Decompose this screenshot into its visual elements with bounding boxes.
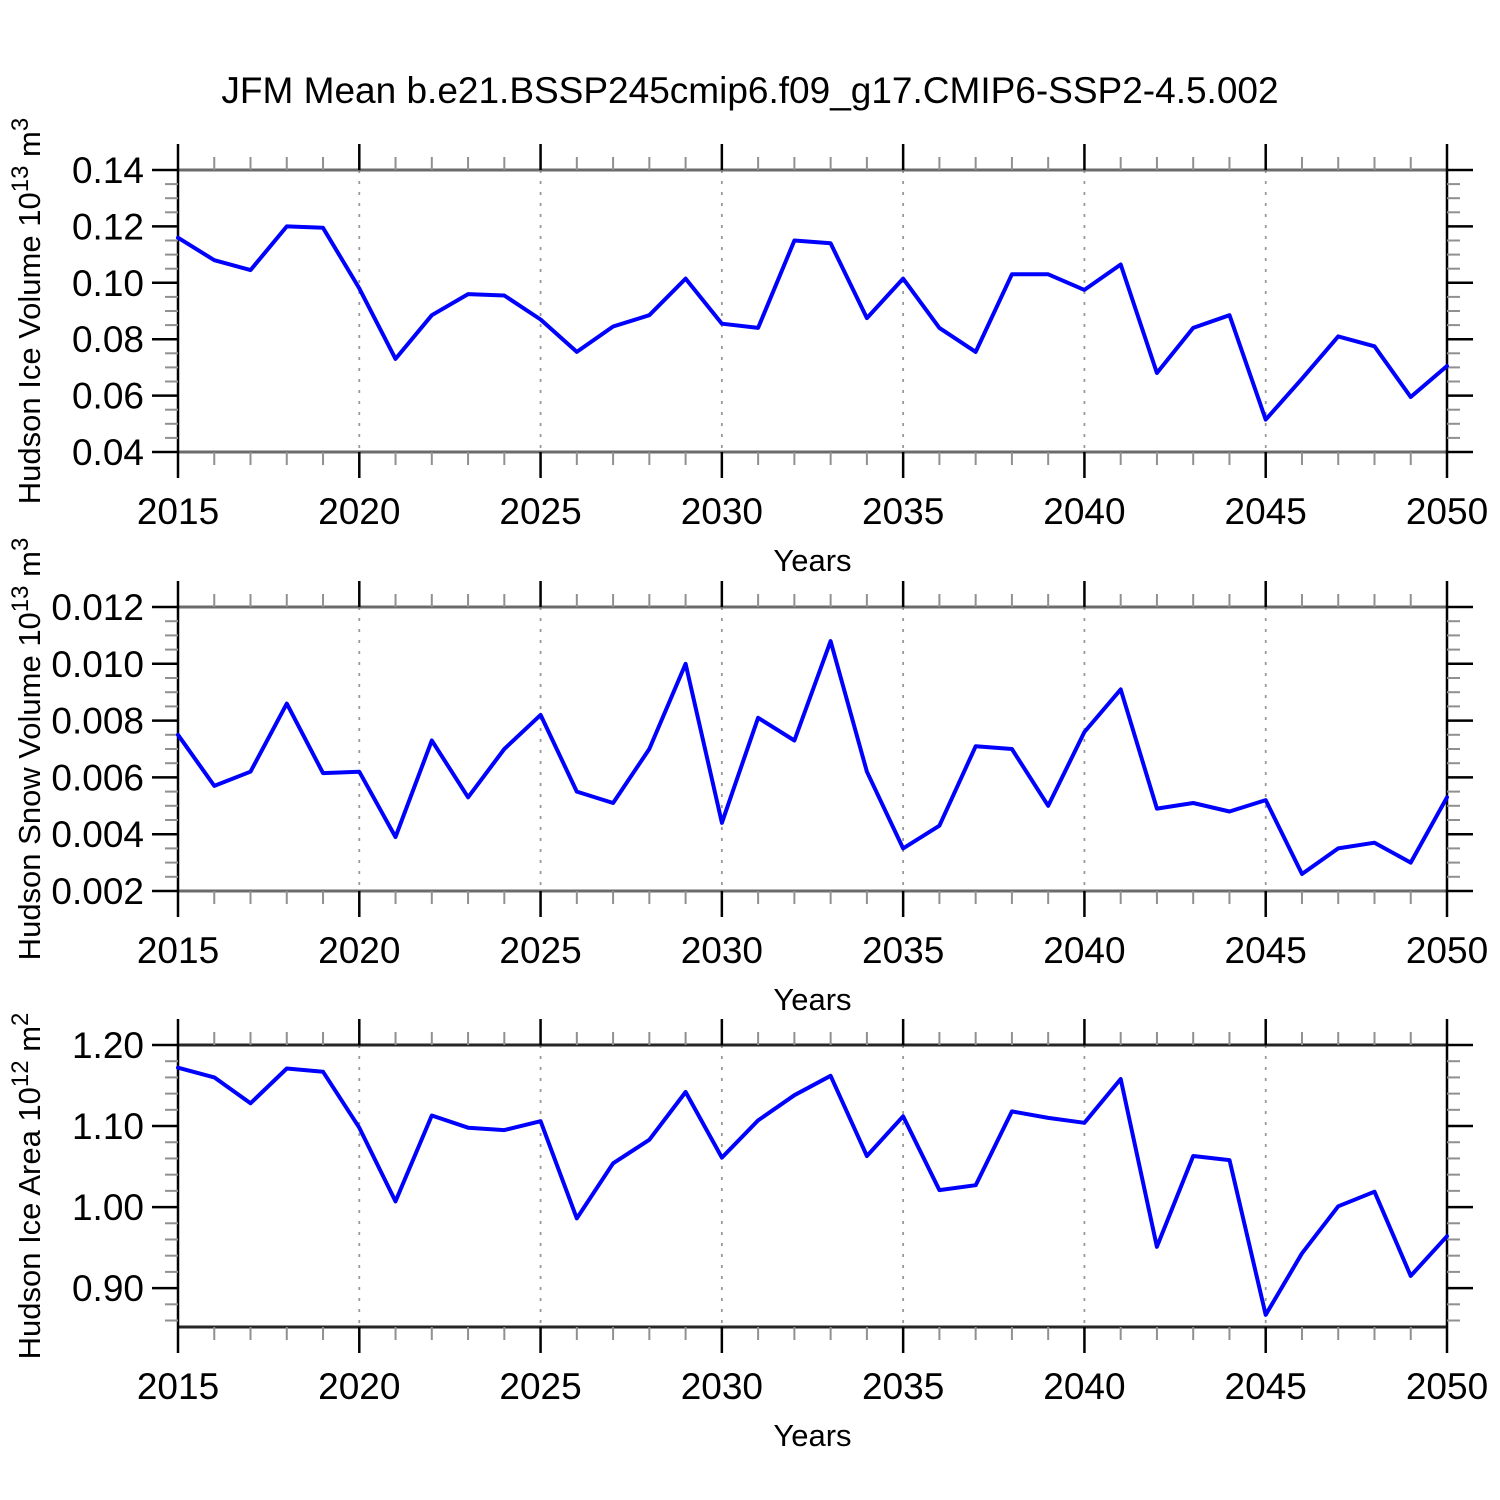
y-tick-label: 0.002 — [51, 871, 144, 912]
y-tick-label: 0.90 — [72, 1268, 144, 1309]
x-tick-label: 2030 — [681, 491, 763, 532]
x-tick-label: 2045 — [1225, 491, 1307, 532]
hudson-ice-volume-line — [176, 224, 1449, 422]
x-tick-label: 2040 — [1043, 1366, 1125, 1407]
chart-title: JFM Mean b.e21.BSSP245cmip6.f09_g17.CMIP… — [221, 70, 1279, 111]
x-tick-label: 2035 — [862, 1366, 944, 1407]
y-tick-label: 1.10 — [72, 1106, 144, 1147]
x-tick-label: 2015 — [137, 491, 219, 532]
x-tick-label: 2015 — [137, 1366, 219, 1407]
x-axis-title: Years — [773, 1418, 851, 1453]
x-tick-label: 2050 — [1406, 930, 1488, 971]
x-tick-label: 2040 — [1043, 491, 1125, 532]
x-tick-label: 2025 — [499, 491, 581, 532]
x-tick-label: 2050 — [1406, 1366, 1488, 1407]
y-tick-label: 0.010 — [51, 644, 144, 685]
x-tick-label: 2020 — [318, 491, 400, 532]
hudson-ice-area-line — [176, 1065, 1449, 1317]
x-tick-label: 2040 — [1043, 930, 1125, 971]
panel-hudson-ice-volume: 0.14 0.12 0.10 0.08 0.06 0.04 2015 2020 2025 2030… — [7, 118, 1488, 578]
x-tick-label: 2020 — [318, 1366, 400, 1407]
x-tick-label: 2030 — [681, 930, 763, 971]
x-axis-title: Years — [773, 543, 851, 578]
y-tick-label: 0.008 — [51, 701, 144, 742]
x-axis-title: Years — [773, 982, 851, 1017]
x-tick-label: 2035 — [862, 491, 944, 532]
x-tick-label: 2030 — [681, 1366, 763, 1407]
y-tick-label: 1.20 — [72, 1025, 144, 1066]
y-axis-title-hudson-ice-area: Hudson Ice Area 1012 m2 — [7, 1013, 47, 1360]
y-tick-label: 0.04 — [72, 432, 144, 473]
y-tick-label: 0.10 — [72, 263, 144, 304]
x-tick-label: 2025 — [499, 930, 581, 971]
panel-hudson-ice-area: 1.20 1.10 1.00 0.90 2015 2020 2025 2030 2035 2040… — [7, 1013, 1488, 1453]
x-tick-label: 2050 — [1406, 491, 1488, 532]
x-tick-label: 2020 — [318, 930, 400, 971]
y-tick-label: 1.00 — [72, 1187, 144, 1228]
x-tick-label: 2045 — [1225, 1366, 1307, 1407]
y-tick-label: 0.004 — [51, 814, 144, 855]
y-tick-label: 0.12 — [72, 206, 144, 247]
hudson-snow-volume-line — [176, 639, 1449, 876]
y-axis-title-hudson-snow-volume: Hudson Snow Volume 1013 m3 — [7, 538, 47, 961]
y-tick-label: 0.08 — [72, 319, 144, 360]
y-tick-label: 0.06 — [72, 376, 144, 417]
y-tick-label: 0.012 — [51, 587, 144, 628]
y-tick-label: 0.006 — [51, 757, 144, 798]
y-tick-label: 0.14 — [72, 150, 144, 191]
x-tick-label: 2035 — [862, 930, 944, 971]
panel-hudson-snow-volume: 0.012 0.010 0.008 0.006 0.004 0.002 2015 2020 20… — [7, 538, 1488, 1017]
x-tick-label: 2015 — [137, 930, 219, 971]
x-tick-label: 2025 — [499, 1366, 581, 1407]
y-axis-title-hudson-ice-volume: Hudson Ice Volume 1013 m3 — [7, 118, 47, 504]
x-tick-label: 2045 — [1225, 930, 1307, 971]
